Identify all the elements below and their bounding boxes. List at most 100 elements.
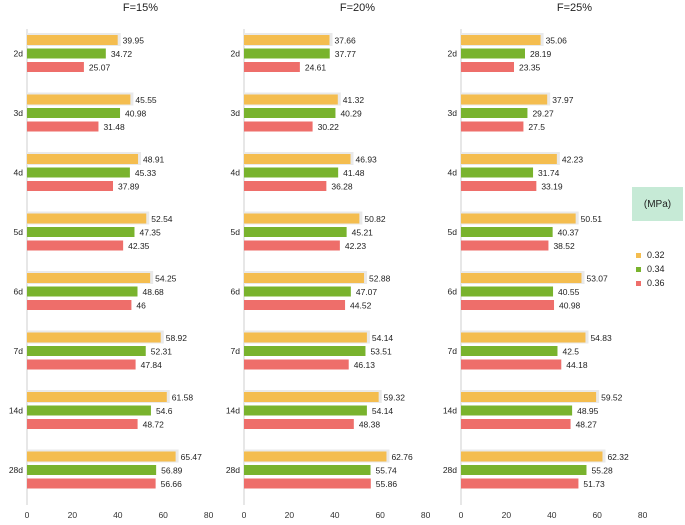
bar-2-3-1: [461, 227, 553, 237]
legend-label-0: 0.32: [647, 250, 665, 260]
bar-2-0-2: [461, 62, 515, 72]
data-label-2-7-2: 51.73: [583, 479, 605, 489]
data-label-2-4-1: 40.55: [558, 287, 580, 297]
category-label-2-2: 4d: [448, 168, 458, 178]
data-label-2-6-0: 59.52: [601, 393, 623, 403]
bar-1-4-2: [244, 300, 346, 310]
bar-2-4-1: [461, 286, 554, 297]
bar-1-0-1: [244, 48, 330, 59]
bar-1-3-0: [244, 213, 360, 224]
bar-2-4-0: [461, 273, 582, 283]
x-tick-label-2-2: 40: [547, 510, 557, 520]
data-label-0-7-0: 65.47: [181, 452, 203, 462]
data-label-0-3-2: 42.35: [128, 241, 150, 251]
category-label-2-3: 5d: [448, 227, 458, 237]
category-label-0-5: 7d: [14, 346, 24, 356]
legend-label-1: 0.34: [647, 264, 665, 274]
x-tick-label-1-1: 20: [285, 510, 295, 520]
x-tick-label-1-3: 60: [375, 510, 385, 520]
category-label-1-0: 2d: [231, 49, 241, 59]
panel-title-0: F=15%: [123, 2, 158, 14]
data-label-2-1-2: 27.5: [528, 122, 545, 132]
x-tick-label-1-4: 80: [421, 510, 431, 520]
bar-1-4-1: [244, 286, 351, 297]
data-label-0-4-0: 54.25: [155, 274, 177, 284]
category-label-0-3: 5d: [14, 227, 24, 237]
x-tick-label-0-3: 60: [158, 510, 168, 520]
bar-1-7-2: [244, 478, 371, 489]
bar-2-3-0: [461, 213, 576, 224]
category-label-0-1: 3d: [14, 108, 24, 118]
bar-1-0-0: [244, 35, 330, 45]
data-label-1-4-2: 44.52: [350, 301, 372, 311]
data-label-2-6-1: 48.95: [577, 406, 599, 416]
data-label-1-5-1: 53.51: [370, 347, 392, 357]
data-label-2-7-1: 55.28: [591, 466, 613, 476]
bar-1-2-2: [244, 181, 327, 191]
bar-0-2-1: [27, 167, 130, 178]
data-label-0-5-1: 52.31: [151, 347, 173, 357]
category-label-0-2: 4d: [14, 168, 24, 178]
bar-0-1-1: [27, 108, 121, 118]
data-label-2-0-2: 23.35: [519, 63, 541, 73]
category-label-0-7: 28d: [9, 465, 23, 475]
data-label-1-3-0: 50.82: [364, 214, 386, 224]
category-label-1-5: 7d: [231, 346, 241, 356]
bar-0-5-2: [27, 359, 136, 370]
bar-0-3-1: [27, 227, 135, 237]
data-label-1-4-1: 47.07: [356, 287, 378, 297]
category-label-2-0: 2d: [448, 49, 458, 59]
category-label-2-5: 7d: [448, 346, 458, 356]
data-label-1-2-2: 36.28: [331, 182, 353, 192]
data-label-1-5-2: 46.13: [354, 360, 376, 370]
bar-1-6-0: [244, 392, 379, 402]
bar-2-3-2: [461, 240, 549, 251]
data-label-0-6-2: 48.72: [143, 420, 165, 430]
data-label-0-3-1: 47.35: [139, 228, 161, 238]
data-label-2-6-2: 48.27: [576, 420, 598, 430]
bar-1-5-0: [244, 332, 367, 343]
data-label-2-0-0: 35.06: [546, 36, 568, 46]
category-label-2-1: 3d: [448, 108, 458, 118]
data-label-0-1-1: 40.98: [125, 109, 147, 119]
bar-0-0-0: [27, 35, 118, 45]
bar-1-6-1: [244, 405, 367, 416]
bar-0-6-2: [27, 419, 138, 429]
bar-2-5-0: [461, 332, 586, 343]
data-label-2-4-0: 53.07: [586, 274, 608, 284]
x-tick-label-2-1: 20: [502, 510, 512, 520]
bar-1-5-1: [244, 346, 366, 356]
bar-1-5-2: [244, 359, 349, 370]
data-label-0-0-0: 39.95: [123, 36, 145, 46]
data-label-2-5-0: 54.83: [590, 333, 612, 343]
bar-1-1-0: [244, 94, 338, 105]
data-label-1-6-0: 59.32: [384, 393, 406, 403]
data-label-2-5-1: 42.5: [562, 347, 579, 357]
bar-1-1-1: [244, 108, 336, 118]
data-label-0-0-1: 34.72: [111, 49, 133, 59]
data-label-2-7-0: 62.32: [607, 452, 629, 462]
bar-2-7-0: [461, 451, 603, 462]
bar-1-2-0: [244, 154, 351, 164]
data-label-0-6-1: 54.6: [156, 406, 173, 416]
data-label-0-1-2: 31.48: [103, 122, 125, 132]
bar-0-7-2: [27, 478, 156, 489]
data-label-1-3-2: 42.23: [345, 241, 367, 251]
bar-2-7-2: [461, 478, 579, 489]
data-label-2-5-2: 44.18: [566, 360, 588, 370]
data-label-1-7-1: 55.74: [376, 466, 398, 476]
x-tick-label-2-0: 0: [459, 510, 464, 520]
legend-swatch-0: [636, 252, 641, 258]
data-label-2-3-2: 38.52: [553, 241, 575, 251]
data-label-1-6-1: 54.14: [372, 406, 394, 416]
x-tick-label-1-2: 40: [330, 510, 340, 520]
bar-0-5-1: [27, 346, 146, 356]
x-tick-label-0-2: 40: [113, 510, 123, 520]
data-label-0-2-1: 45.33: [135, 168, 157, 178]
x-tick-label-2-3: 60: [592, 510, 602, 520]
bar-0-3-2: [27, 240, 124, 251]
category-label-0-0: 2d: [14, 49, 24, 59]
data-label-0-2-0: 48.91: [143, 155, 165, 165]
bar-0-0-2: [27, 62, 84, 72]
data-label-0-1-0: 45.55: [135, 95, 157, 105]
